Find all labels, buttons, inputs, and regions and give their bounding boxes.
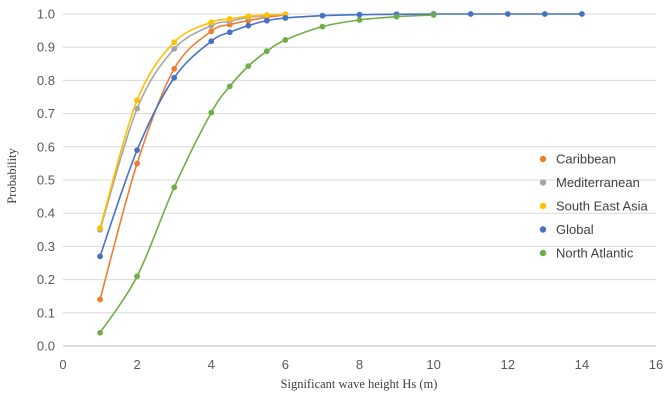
legend-marker (539, 249, 547, 257)
legend-label: Global (556, 222, 594, 237)
legend-label: North Atlantic (556, 246, 634, 261)
data-point-global (245, 22, 252, 29)
series-north-atlantic (97, 12, 437, 336)
data-point-caribbean (208, 28, 215, 35)
x-tick-label: 0 (59, 357, 66, 372)
data-point-north-atlantic (208, 109, 215, 116)
y-tick-label: 0.7 (37, 106, 55, 121)
data-point-caribbean (171, 65, 178, 72)
series-south-east-asia (97, 11, 289, 232)
y-tick-label: 0.0 (37, 339, 55, 354)
data-point-north-atlantic (171, 184, 178, 191)
data-point-south-east-asia (171, 39, 178, 46)
data-point-global (208, 38, 215, 45)
data-point-north-atlantic (263, 48, 270, 55)
data-point-global (467, 11, 474, 17)
y-tick-label: 1.0 (37, 7, 55, 22)
data-point-south-east-asia (226, 16, 233, 22)
data-point-south-east-asia (245, 13, 252, 20)
x-tick-label: 2 (134, 357, 141, 372)
x-tick-label: 14 (575, 357, 589, 372)
x-axis-title: Significant wave height Hs (m) (281, 377, 438, 391)
legend-item-south-east-asia: South East Asia (539, 199, 649, 214)
legend: Caribbean Mediterranean South East Asia Glo… (539, 152, 649, 261)
data-point-global (578, 11, 585, 17)
y-tick-label: 0.4 (37, 206, 55, 221)
legend-marker (539, 226, 547, 233)
data-point-global (356, 11, 363, 18)
series-group (97, 11, 585, 336)
data-point-north-atlantic (134, 273, 141, 280)
axes: 0.0 0.1 0.2 0.3 0.4 0.5 0.6 0.7 0.8 0.9 1.0 0 2 4 6 8 10… (37, 7, 663, 373)
data-point-north-atlantic (97, 329, 103, 336)
y-tick-label: 0.6 (37, 139, 55, 154)
y-tick-label: 0.5 (37, 173, 55, 188)
legend-label: Caribbean (556, 152, 616, 167)
x-tick-label: 16 (649, 357, 663, 372)
y-tick-label: 0.3 (37, 239, 55, 254)
data-point-south-east-asia (97, 225, 103, 232)
y-tick-label: 0.9 (37, 40, 55, 55)
legend-item-global: Global (539, 222, 594, 237)
data-point-global (504, 11, 511, 17)
data-point-global (263, 17, 270, 24)
data-point-north-atlantic (282, 36, 289, 43)
legend-item-caribbean: Caribbean (539, 152, 616, 167)
data-point-global (171, 74, 178, 81)
legend-label: Mediterranean (556, 175, 640, 190)
data-point-global (97, 253, 103, 260)
legend-item-mediterranean: Mediterranean (539, 175, 640, 190)
y-tick-label: 0.8 (37, 73, 55, 88)
data-point-north-atlantic (245, 63, 252, 70)
data-point-north-atlantic (393, 13, 400, 20)
data-point-mediterranean (171, 45, 178, 52)
series-global (97, 11, 585, 260)
data-point-caribbean (134, 160, 141, 167)
legend-marker (539, 155, 547, 163)
data-point-south-east-asia (208, 19, 215, 26)
x-tick-label: 12 (501, 357, 515, 372)
series-line-north-atlantic (99, 14, 434, 334)
data-point-global (541, 11, 548, 17)
data-point-north-atlantic (430, 12, 437, 18)
data-point-global (134, 147, 141, 154)
legend-marker (539, 179, 547, 186)
y-tick-label: 0.1 (37, 305, 55, 320)
data-point-global (226, 29, 233, 36)
data-point-south-east-asia (263, 12, 270, 18)
x-tick-label: 6 (282, 357, 289, 372)
x-tick-label: 10 (426, 357, 440, 372)
x-tick-label: 8 (356, 357, 363, 372)
data-point-caribbean (97, 296, 103, 303)
data-point-mediterranean (134, 105, 141, 112)
legend-marker (539, 202, 547, 210)
y-axis-title: Probability (5, 147, 19, 203)
series-line-south-east-asia (99, 13, 286, 229)
data-point-south-east-asia (134, 97, 141, 104)
data-point-north-atlantic (226, 83, 233, 90)
data-point-global (319, 12, 326, 19)
legend-item-north-atlantic: North Atlantic (539, 246, 634, 261)
data-point-global (282, 15, 289, 21)
data-point-north-atlantic (356, 17, 363, 23)
data-point-north-atlantic (319, 23, 326, 30)
legend-label: South East Asia (556, 199, 649, 214)
x-tick-label: 4 (208, 357, 215, 372)
y-tick-label: 0.2 (37, 272, 55, 287)
